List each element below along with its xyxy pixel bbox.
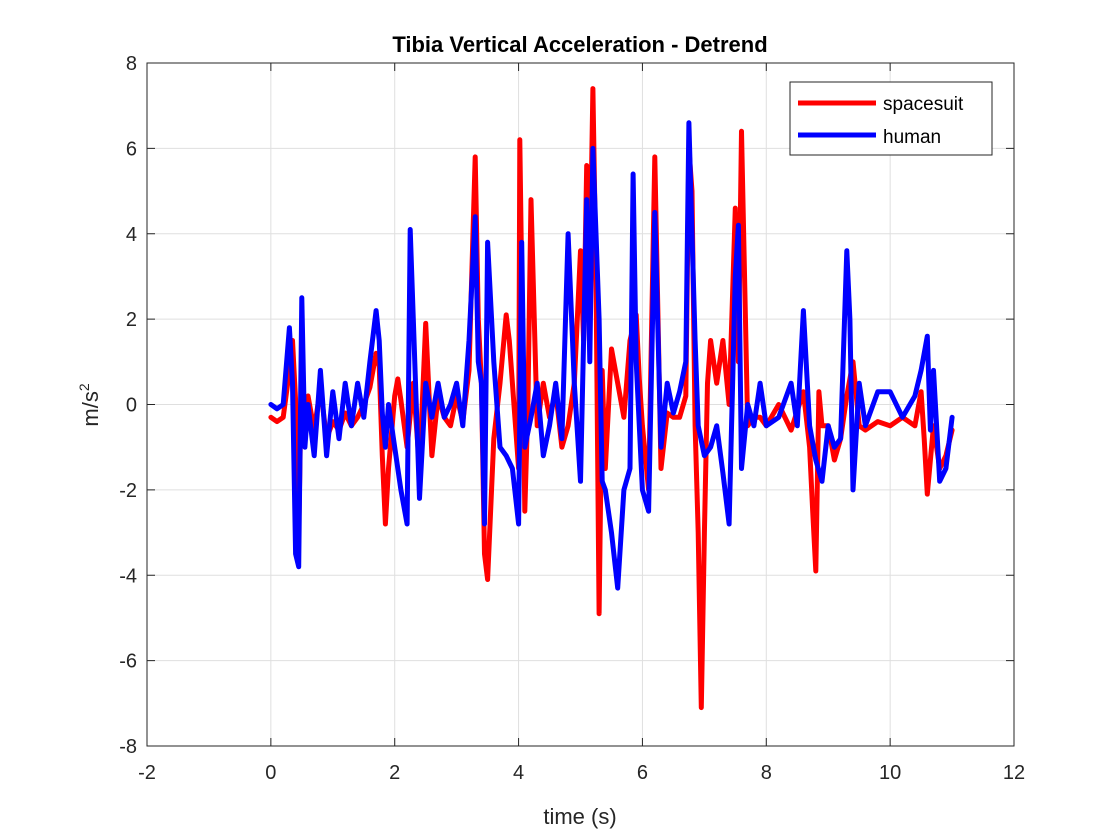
legend-box bbox=[789, 81, 993, 156]
y-axis-label: m/s2 bbox=[76, 383, 103, 426]
y-tick-label: 8 bbox=[126, 53, 137, 75]
x-tick-label: 0 bbox=[265, 762, 276, 784]
chart-title: Tibia Vertical Acceleration - Detrend bbox=[392, 32, 767, 57]
x-tick-label: 6 bbox=[637, 762, 648, 784]
y-tick-label: 4 bbox=[126, 224, 137, 246]
x-axis-label: time (s) bbox=[543, 804, 616, 829]
tick-labels: -2 0 2 4 6 8 10 12 -8 -6 -4 -2 0 2 4 6 8 bbox=[119, 53, 1025, 784]
legend: spacesuit human bbox=[789, 81, 993, 156]
x-tick-label: 12 bbox=[1003, 762, 1025, 784]
y-tick-label: -2 bbox=[119, 480, 137, 502]
y-axis-label-base: m/s bbox=[78, 391, 103, 426]
y-tick-label: 6 bbox=[126, 138, 137, 160]
y-tick-label: 2 bbox=[126, 309, 137, 331]
legend-label-spacesuit: spacesuit bbox=[883, 94, 964, 115]
series-line-human bbox=[268, 120, 955, 591]
x-tick-label: 10 bbox=[879, 762, 901, 784]
y-tick-label: -4 bbox=[119, 565, 137, 587]
y-tick-label: -8 bbox=[119, 736, 137, 758]
x-tick-label: -2 bbox=[138, 762, 156, 784]
x-tick-label: 4 bbox=[513, 762, 524, 784]
y-tick-label: 0 bbox=[126, 395, 137, 417]
y-axis-label-superscript: 2 bbox=[76, 383, 92, 391]
y-tick-label: -6 bbox=[119, 651, 137, 673]
legend-label-human: human bbox=[883, 127, 941, 148]
x-tick-label: 8 bbox=[761, 762, 772, 784]
series-layer bbox=[268, 86, 955, 711]
x-tick-label: 2 bbox=[389, 762, 400, 784]
axis-ticks bbox=[146, 62, 1015, 747]
